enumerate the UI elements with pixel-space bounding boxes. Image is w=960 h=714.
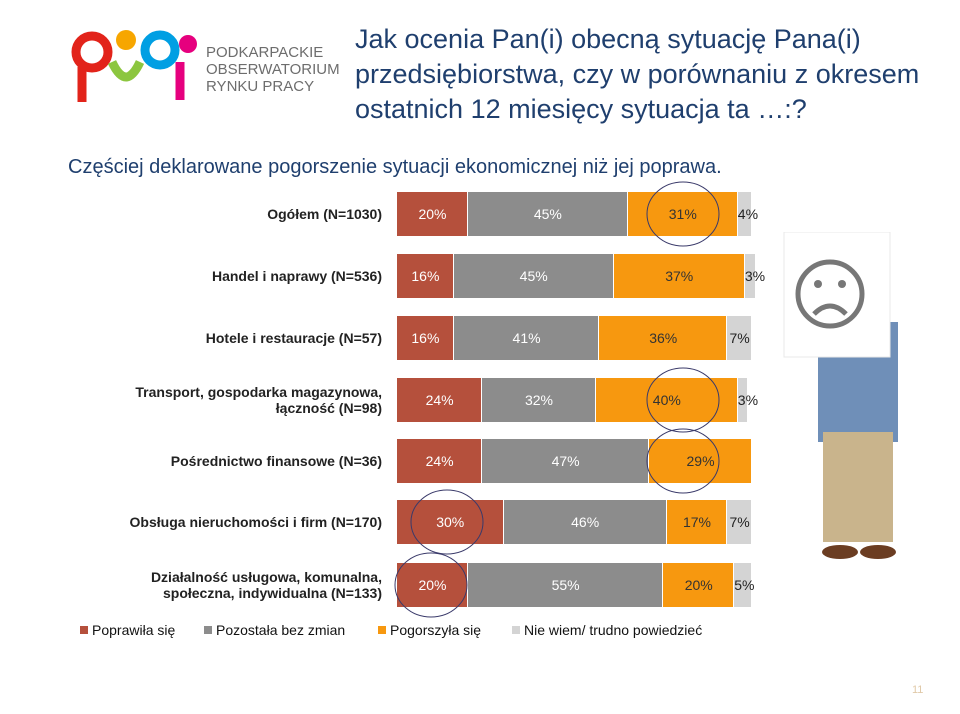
value-label: 24% [425, 453, 454, 469]
logo-text: RYNKU PRACY [206, 78, 315, 95]
value-label: 47% [551, 453, 580, 469]
value-label: 29% [686, 453, 715, 469]
value-label: 46% [571, 514, 600, 530]
bar-segment [727, 316, 752, 360]
value-label: 16% [411, 330, 440, 346]
category-label: Pośrednictwo finansowe (N=36) [170, 453, 382, 469]
bar-segment [666, 500, 728, 544]
legend-item: Pozostała bez zmian [204, 622, 345, 638]
bar-segment [734, 563, 752, 607]
bar-segment [737, 192, 752, 236]
value-label: 3% [737, 392, 759, 408]
value-label: 5% [734, 577, 755, 593]
legend-label: Pozostała bez zmian [216, 622, 346, 638]
category-label: Obsługa nieruchomości i firm (N=170) [129, 514, 382, 530]
bar-segment [482, 378, 596, 422]
page-number: 11 [912, 684, 924, 696]
logo-text: PODKARPACKIE [206, 44, 324, 61]
value-label: 37% [665, 268, 694, 284]
value-label: 41% [512, 330, 541, 346]
bar-segment [599, 316, 728, 360]
legend-swatch [378, 626, 386, 634]
value-label: 30% [436, 514, 465, 530]
bar-segment [468, 192, 628, 236]
bar-segment [397, 378, 483, 422]
value-label: 31% [668, 206, 697, 222]
value-label: 7% [729, 514, 750, 530]
value-label: 20% [684, 577, 713, 593]
value-label: 45% [533, 206, 562, 222]
legend-swatch [80, 626, 88, 634]
bar-segment [727, 500, 752, 544]
legend-item: Nie wiem/ trudno powiedzieć [512, 622, 702, 638]
bar-segment [397, 254, 454, 298]
value-label: 45% [519, 268, 548, 284]
bar-segment [482, 439, 650, 483]
category-label: Transport, gospodarka magazynowa, łączno… [135, 384, 382, 416]
legend-swatch [204, 626, 212, 634]
logo-mark [71, 30, 197, 102]
subtitle: Częściej deklarowane pogorszenie sytuacj… [68, 156, 722, 178]
value-label: 4% [737, 206, 759, 222]
value-label: 32% [524, 392, 553, 408]
bar-segment [453, 316, 600, 360]
legend-item: Poprawiła się [80, 622, 175, 638]
bar-segment [613, 254, 745, 298]
value-label: 16% [411, 268, 440, 284]
person-illustration [783, 232, 898, 559]
category-label: Hotele i restauracje (N=57) [205, 330, 382, 346]
value-label: 40% [652, 392, 681, 408]
category-label: Działalność usługowa, komunalna, społecz… [150, 569, 382, 601]
bar-segment [744, 254, 756, 298]
bar-segment [397, 439, 483, 483]
bar-segment [453, 254, 614, 298]
bar-segment [663, 563, 735, 607]
legend-label: Pogorszyła się [390, 622, 482, 638]
legend-swatch [512, 626, 520, 634]
legend-label: Poprawiła się [92, 622, 176, 638]
value-label: 20% [418, 206, 447, 222]
bar-segment [468, 563, 664, 607]
logo-text: OBSERWATORIUM [206, 61, 340, 78]
bar-segment [397, 192, 468, 236]
legend-label: Nie wiem/ trudno powiedzieć [524, 622, 703, 638]
value-label: 20% [418, 577, 447, 593]
category-label: Handel i naprawy (N=536) [211, 268, 382, 284]
value-label: 36% [649, 330, 678, 346]
bar-segment [397, 316, 454, 360]
value-label: 7% [729, 330, 750, 346]
title: Jak ocenia Pan(i) obecną sytuację Pana(i… [355, 24, 920, 124]
bar-segment [503, 500, 667, 544]
value-label: 17% [682, 514, 711, 530]
bar-segment [737, 378, 749, 422]
legend-item: Pogorszyła się [378, 622, 481, 638]
value-label: 24% [425, 392, 454, 408]
value-label: 55% [551, 577, 580, 593]
category-label: Ogółem (N=1030) [267, 206, 382, 222]
value-label: 3% [744, 268, 766, 284]
